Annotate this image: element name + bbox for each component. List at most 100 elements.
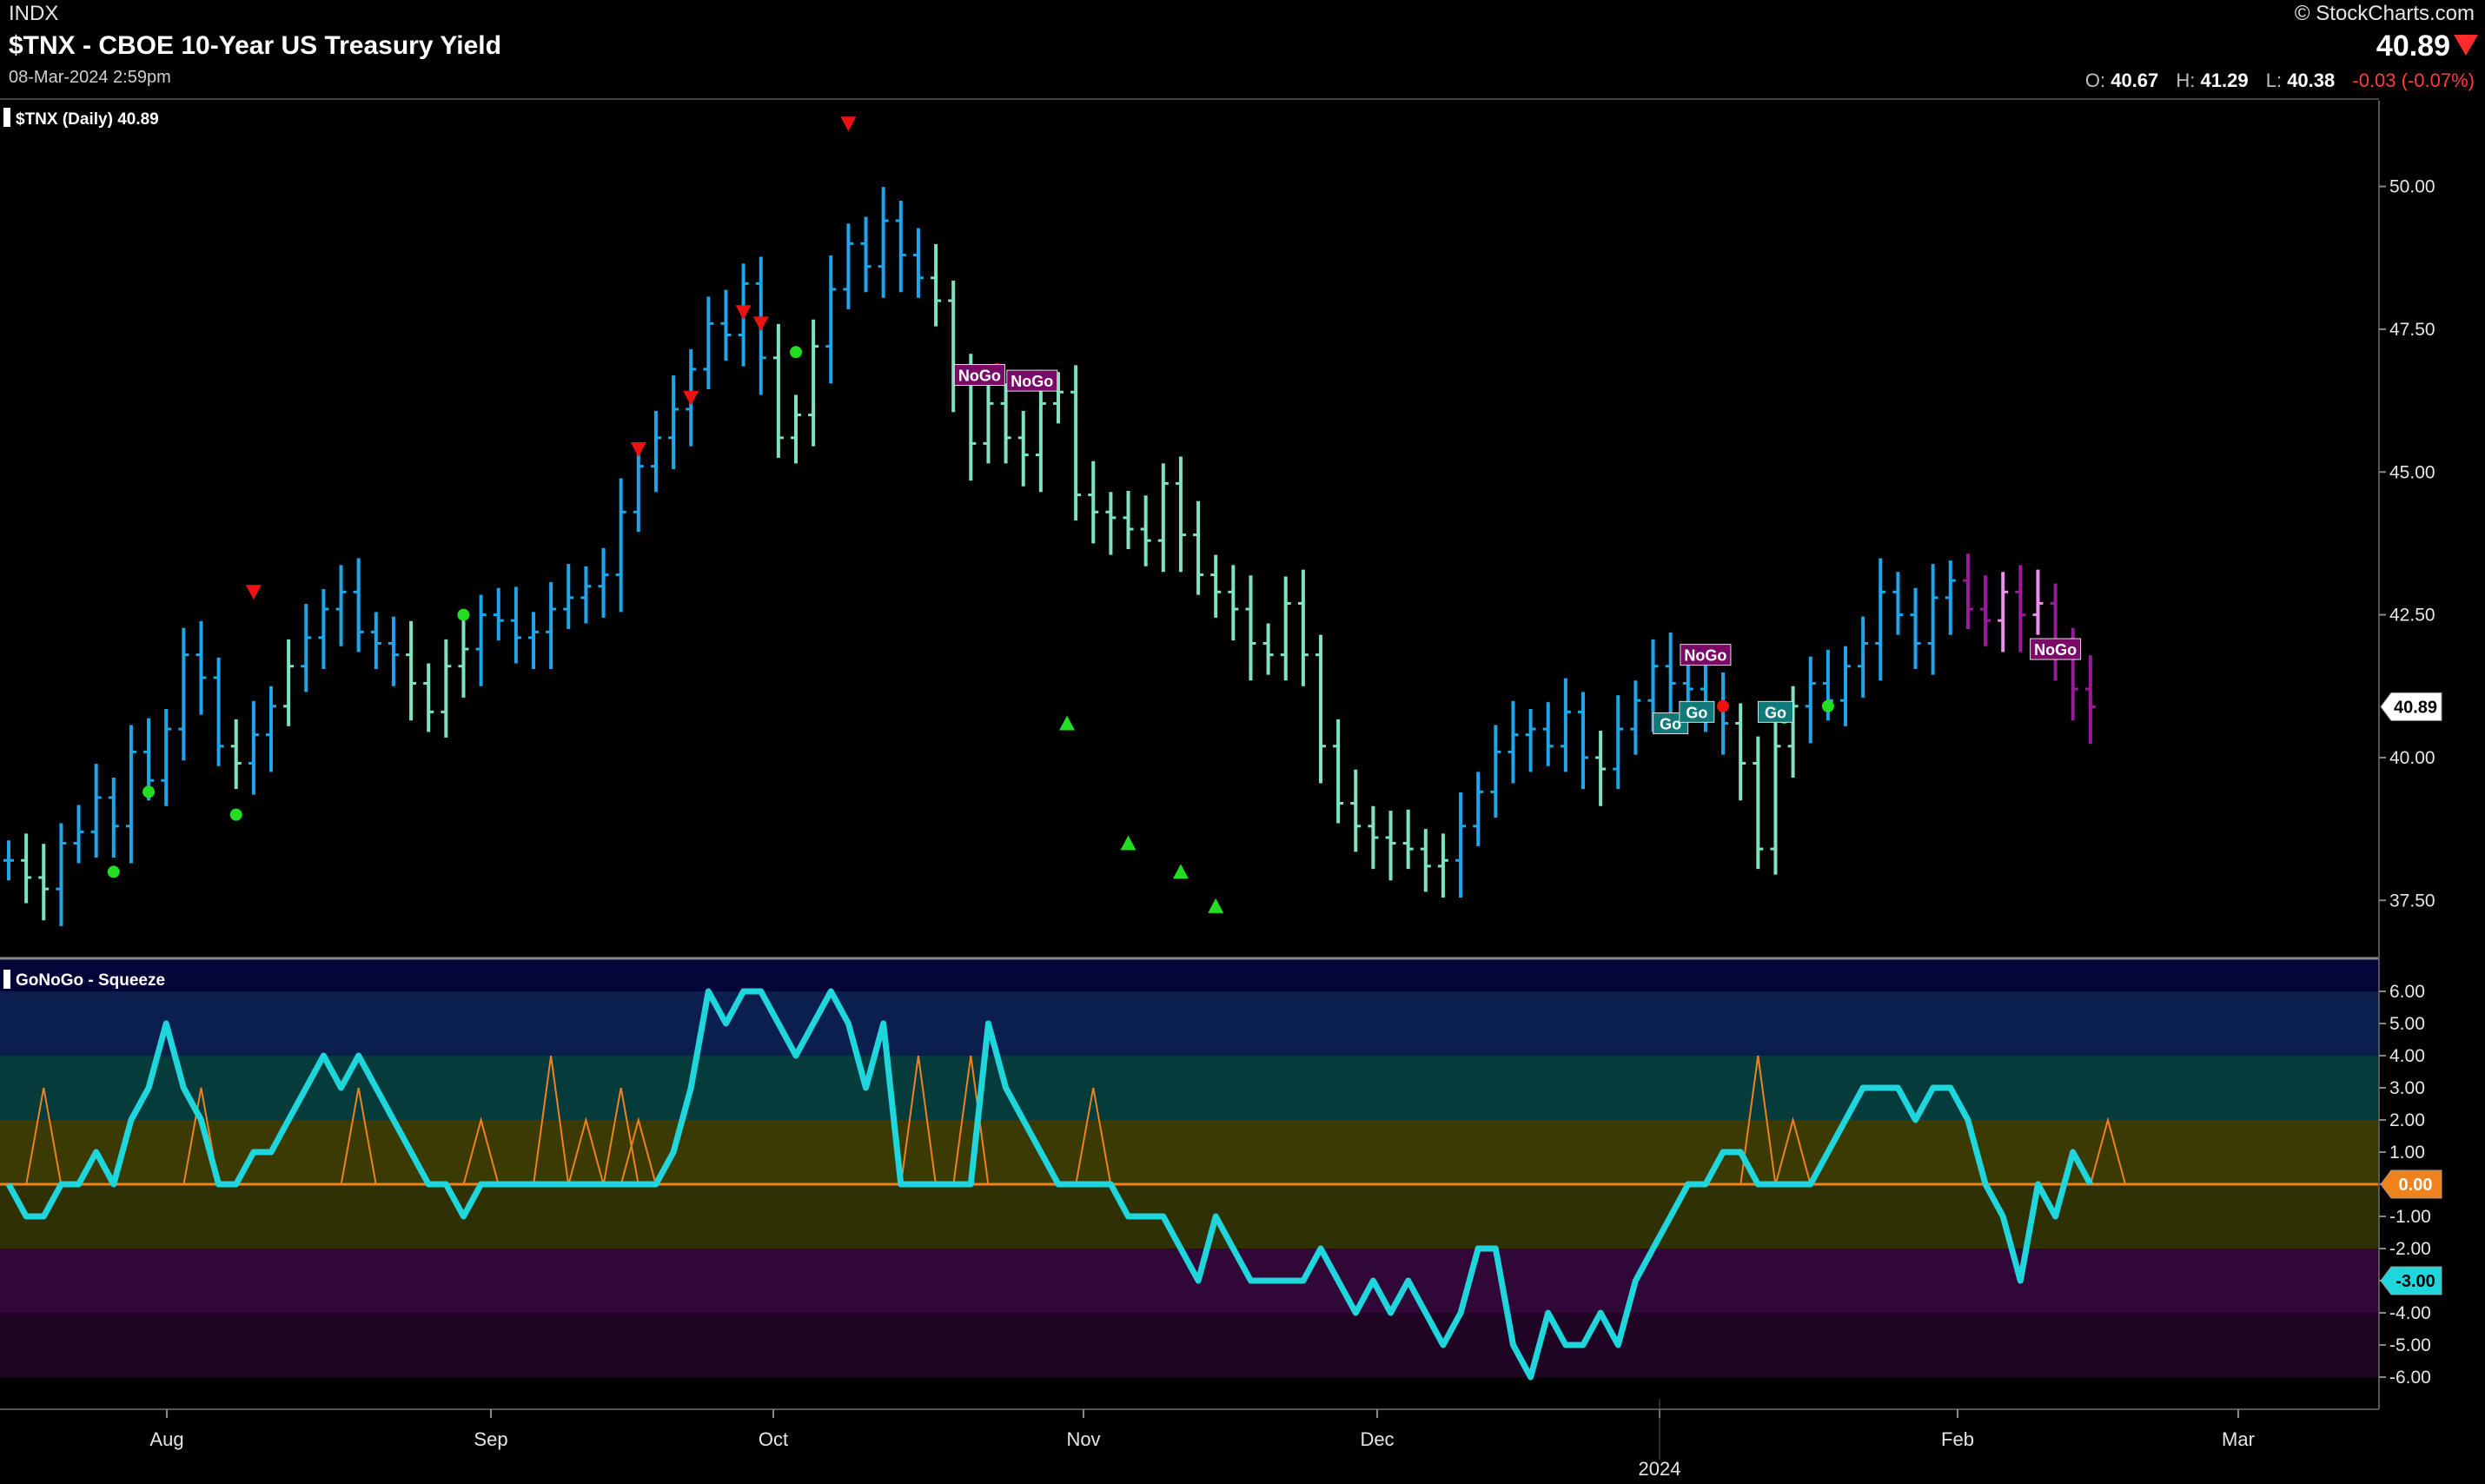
price-bar <box>1315 634 1326 784</box>
go-up-triangle <box>1120 835 1136 851</box>
go-down-triangle <box>245 585 262 600</box>
price-bar <box>510 586 521 664</box>
brand-logo[interactable]: © StockCharts.com <box>2294 2 2475 25</box>
squeeze-spike <box>1075 1087 1112 1185</box>
go-label: Go <box>1653 712 1689 734</box>
price-bar <box>808 319 819 447</box>
osc-y-tick-label: -2.00 <box>2389 1239 2431 1259</box>
go-dot <box>790 346 802 359</box>
squeeze-spike <box>620 1116 657 1185</box>
price-bar <box>2032 569 2044 635</box>
price-bar <box>1718 672 1729 755</box>
x-tick-label: Sep <box>474 1428 507 1450</box>
price-bar <box>633 446 644 533</box>
label-box <box>953 364 1005 387</box>
osc-y-tick-label: -5.00 <box>2389 1335 2431 1355</box>
price-bar <box>1368 805 1379 870</box>
exchange-label: INDX <box>9 2 59 25</box>
y-tick-label: 37.50 <box>2389 891 2435 911</box>
nogo-label: NoGo <box>1006 369 1058 392</box>
value-tag-box <box>2380 1169 2442 1199</box>
price-bar <box>580 566 592 624</box>
go-label: Go <box>1679 700 1715 723</box>
price-bar <box>1402 809 1414 870</box>
price-bar <box>1088 460 1099 544</box>
price-bar <box>1840 646 1851 726</box>
price-bar <box>318 589 329 670</box>
squeeze-spike <box>340 1087 377 1185</box>
price-bar <box>230 719 242 790</box>
price-bar <box>1140 495 1151 566</box>
price-bar <box>1070 365 1082 521</box>
y-tick-label: 42.50 <box>2389 606 2435 626</box>
price-bar <box>1123 490 1134 550</box>
price-bar <box>1245 575 1256 681</box>
value-tag-text: 0.00 <box>2399 1176 2433 1195</box>
price-bar <box>370 612 381 670</box>
x-tick-label: Nov <box>1066 1428 1100 1450</box>
low-label: L: <box>2265 70 2283 91</box>
price-legend: $TNX (Daily) 40.89 <box>3 108 159 129</box>
price-bar <box>3 840 14 881</box>
price-bar <box>1262 623 1274 675</box>
down-arrow-icon <box>2454 35 2478 56</box>
price-bar <box>2050 583 2061 681</box>
squeeze-band <box>0 959 2379 991</box>
price-bar <box>1542 702 1554 766</box>
price-bar <box>720 289 732 361</box>
price-bar <box>1910 587 1921 670</box>
squeeze-spike <box>1740 1055 1777 1185</box>
price-bar <box>668 375 679 469</box>
y-tick-label: 50.00 <box>2389 177 2435 197</box>
price-bar <box>1998 572 2009 653</box>
price-bar <box>860 216 871 293</box>
price-bar <box>563 564 574 630</box>
x-tick-label: Oct <box>759 1428 788 1450</box>
price-bar <box>546 582 557 670</box>
legend-text: GoNoGo - Squeeze <box>16 971 165 990</box>
osc-y-tick-label: -6.00 <box>2389 1368 2431 1388</box>
last-price: 40.89 <box>2376 30 2450 63</box>
label-text: NoGo <box>1011 373 1053 390</box>
chart-title: $TNX - CBOE 10-Year US Treasury Yield <box>9 31 501 60</box>
price-bar <box>598 547 609 618</box>
price-bar <box>948 281 959 413</box>
squeeze-spike <box>2090 1116 2126 1185</box>
label-text: Go <box>1686 704 1707 721</box>
price-bar <box>125 725 136 864</box>
price-bar <box>878 187 889 298</box>
squeeze-band <box>0 1313 2379 1377</box>
osc-y-tick-label: 5.00 <box>2389 1014 2425 1034</box>
price-bar <box>1193 500 1204 595</box>
go-up-triangle <box>1059 715 1076 731</box>
price-bar <box>1437 833 1448 898</box>
price-bar <box>21 833 32 904</box>
price-bar <box>1525 709 1536 772</box>
squeeze-spike <box>567 1116 605 1185</box>
high-value: 41.29 <box>2200 70 2249 91</box>
price-bar <box>1595 731 1607 806</box>
price-bar <box>2015 565 2026 653</box>
y-tick-label: 45.00 <box>2389 462 2435 482</box>
squeeze-band <box>0 1120 2379 1184</box>
price-bar <box>528 612 539 670</box>
price-bar <box>178 627 189 761</box>
price-bar <box>703 296 714 389</box>
price-bar <box>825 255 837 384</box>
price-bar <box>912 228 924 298</box>
x-tick-label: Mar <box>2222 1428 2255 1450</box>
price-panel: NoGo NoGo NoGo Go Go Go NoGo $TNX (Daily) 40.89 <box>3 108 2096 926</box>
price-bar <box>56 823 67 926</box>
price-bar <box>1228 565 1239 641</box>
squeeze-spike <box>952 1055 990 1185</box>
price-bar <box>1927 564 1938 675</box>
nogo-dot <box>1717 699 1730 712</box>
squeeze-band <box>0 1056 2379 1120</box>
squeeze-spike <box>25 1087 63 1185</box>
price-bar <box>90 764 102 858</box>
nogo-label: NoGo <box>2030 638 2082 660</box>
value-tag-box <box>2380 1266 2442 1295</box>
osc-y-tick-label: 3.00 <box>2389 1078 2425 1098</box>
price-bar <box>1157 463 1169 573</box>
